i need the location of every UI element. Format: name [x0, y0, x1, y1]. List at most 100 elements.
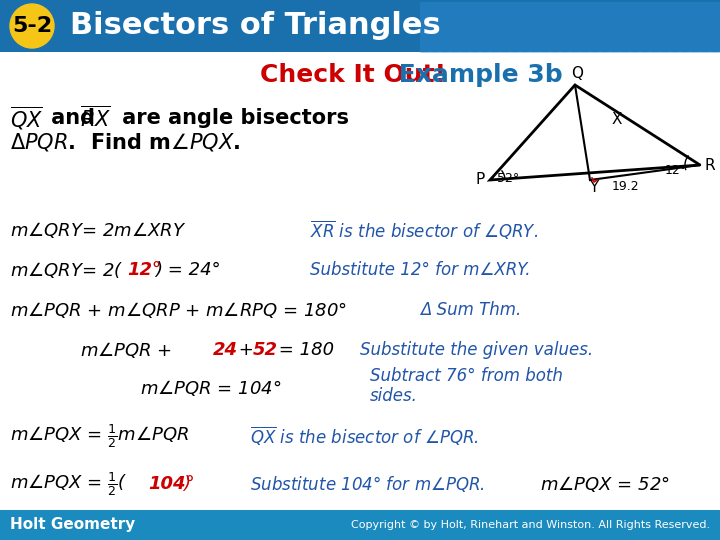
Bar [580, 19, 589, 35]
Bar [570, 36, 579, 52]
Text: $\Delta PQR$.  Find m$\angle PQX$.: $\Delta PQR$. Find m$\angle PQX$. [10, 131, 240, 153]
Bar [510, 19, 519, 35]
Bar [620, 2, 629, 18]
Text: sides.: sides. [370, 387, 418, 405]
Bar [660, 19, 669, 35]
Bar [470, 36, 479, 52]
Bar [630, 2, 639, 18]
Bar [590, 19, 599, 35]
Bar [490, 2, 499, 18]
Bar [480, 36, 489, 52]
Bar [530, 2, 539, 18]
Text: Bisectors of Triangles: Bisectors of Triangles [70, 11, 441, 40]
Text: m$\angle$PQX = $\frac{1}{2}$(: m$\angle$PQX = $\frac{1}{2}$( [10, 470, 127, 498]
Text: Substitute the given values.: Substitute the given values. [360, 341, 593, 359]
Bar [690, 19, 699, 35]
Bar [420, 2, 429, 18]
Text: Y: Y [590, 180, 598, 195]
Bar [600, 2, 609, 18]
Text: P: P [475, 172, 485, 187]
Bar [620, 36, 629, 52]
Bar [650, 19, 659, 35]
Bar [700, 36, 709, 52]
Text: m$\angle$QRY= 2m$\angle$XRY: m$\angle$QRY= 2m$\angle$XRY [10, 220, 186, 240]
Bar [550, 2, 559, 18]
Bar [520, 36, 529, 52]
Text: $\overline{QX}$: $\overline{QX}$ [10, 104, 43, 132]
Bar [460, 2, 469, 18]
Bar [530, 36, 539, 52]
Text: $\overline{XR}$ is the bisector of $\angle$QRY.: $\overline{XR}$ is the bisector of $\ang… [310, 219, 538, 241]
Text: ): ) [183, 475, 190, 493]
Bar [540, 19, 549, 35]
Bar [700, 19, 709, 35]
Text: 104°: 104° [148, 475, 194, 493]
Bar [480, 2, 489, 18]
Bar [680, 2, 689, 18]
Text: ) = 24°: ) = 24° [155, 261, 220, 279]
Bar [670, 19, 679, 35]
Text: m$\angle$PQX = $\frac{1}{2}$m$\angle$PQR: m$\angle$PQX = $\frac{1}{2}$m$\angle$PQR [10, 422, 189, 450]
Text: Check It Out!: Check It Out! [260, 63, 446, 87]
Bar [560, 19, 569, 35]
Bar [540, 36, 549, 52]
Text: 52°: 52° [497, 172, 519, 185]
Text: Δ Sum Thm.: Δ Sum Thm. [420, 301, 521, 319]
Bar [590, 36, 599, 52]
Text: 12°: 12° [665, 164, 687, 177]
Bar [510, 2, 519, 18]
Bar [500, 2, 509, 18]
Bar [690, 2, 699, 18]
Bar [530, 19, 539, 35]
Bar [640, 19, 649, 35]
Bar [710, 36, 719, 52]
Bar [500, 19, 509, 35]
Text: 5-2: 5-2 [12, 16, 52, 36]
Bar [550, 19, 559, 35]
Bar [650, 2, 659, 18]
Text: are angle bisectors: are angle bisectors [115, 108, 349, 128]
Text: m$\angle$PQX = 52°: m$\angle$PQX = 52° [540, 474, 670, 494]
Bar [550, 36, 559, 52]
Bar [680, 19, 689, 35]
Text: 12°: 12° [127, 261, 161, 279]
Bar [520, 2, 529, 18]
Bar [460, 19, 469, 35]
Bar [450, 2, 459, 18]
Text: $\overline{QX}$ is the bisector of $\angle$PQR.: $\overline{QX}$ is the bisector of $\ang… [250, 424, 479, 448]
Bar [420, 19, 429, 35]
Bar [430, 2, 439, 18]
Bar [460, 36, 469, 52]
Text: m$\angle$PQR + m$\angle$QRP + m$\angle$RPQ = 180°: m$\angle$PQR + m$\angle$QRP + m$\angle$R… [10, 300, 347, 320]
Text: m$\angle$PQR +: m$\angle$PQR + [80, 340, 174, 360]
Bar [480, 19, 489, 35]
Text: Substitute 12° for m∠XRY.: Substitute 12° for m∠XRY. [310, 261, 531, 279]
Text: X: X [612, 112, 622, 127]
Text: m$\angle$QRY= 2(: m$\angle$QRY= 2( [10, 260, 123, 280]
Circle shape [10, 4, 54, 48]
Text: 24: 24 [213, 341, 238, 359]
Bar [610, 2, 619, 18]
Bar [440, 2, 449, 18]
Bar [640, 2, 649, 18]
Text: R: R [705, 158, 715, 172]
Text: Example 3b: Example 3b [390, 63, 562, 87]
Bar [430, 19, 439, 35]
Text: m$\angle$PQR = 104°: m$\angle$PQR = 104° [140, 378, 282, 398]
Bar [610, 36, 619, 52]
Bar [570, 19, 579, 35]
Bar [600, 36, 609, 52]
Bar [470, 19, 479, 35]
Bar [430, 36, 439, 52]
Bar [450, 36, 459, 52]
Text: +: + [233, 341, 260, 359]
Bar [560, 2, 569, 18]
Text: Subtract 76° from both: Subtract 76° from both [370, 367, 563, 385]
Bar [580, 36, 589, 52]
Text: Holt Geometry: Holt Geometry [10, 517, 135, 532]
Text: Substitute 104° for m$\angle$PQR.: Substitute 104° for m$\angle$PQR. [250, 474, 485, 494]
Text: Copyright © by Holt, Rinehart and Winston. All Rights Reserved.: Copyright © by Holt, Rinehart and Winsto… [351, 520, 710, 530]
Text: 19.2: 19.2 [611, 180, 639, 193]
Bar [610, 19, 619, 35]
Bar [470, 2, 479, 18]
